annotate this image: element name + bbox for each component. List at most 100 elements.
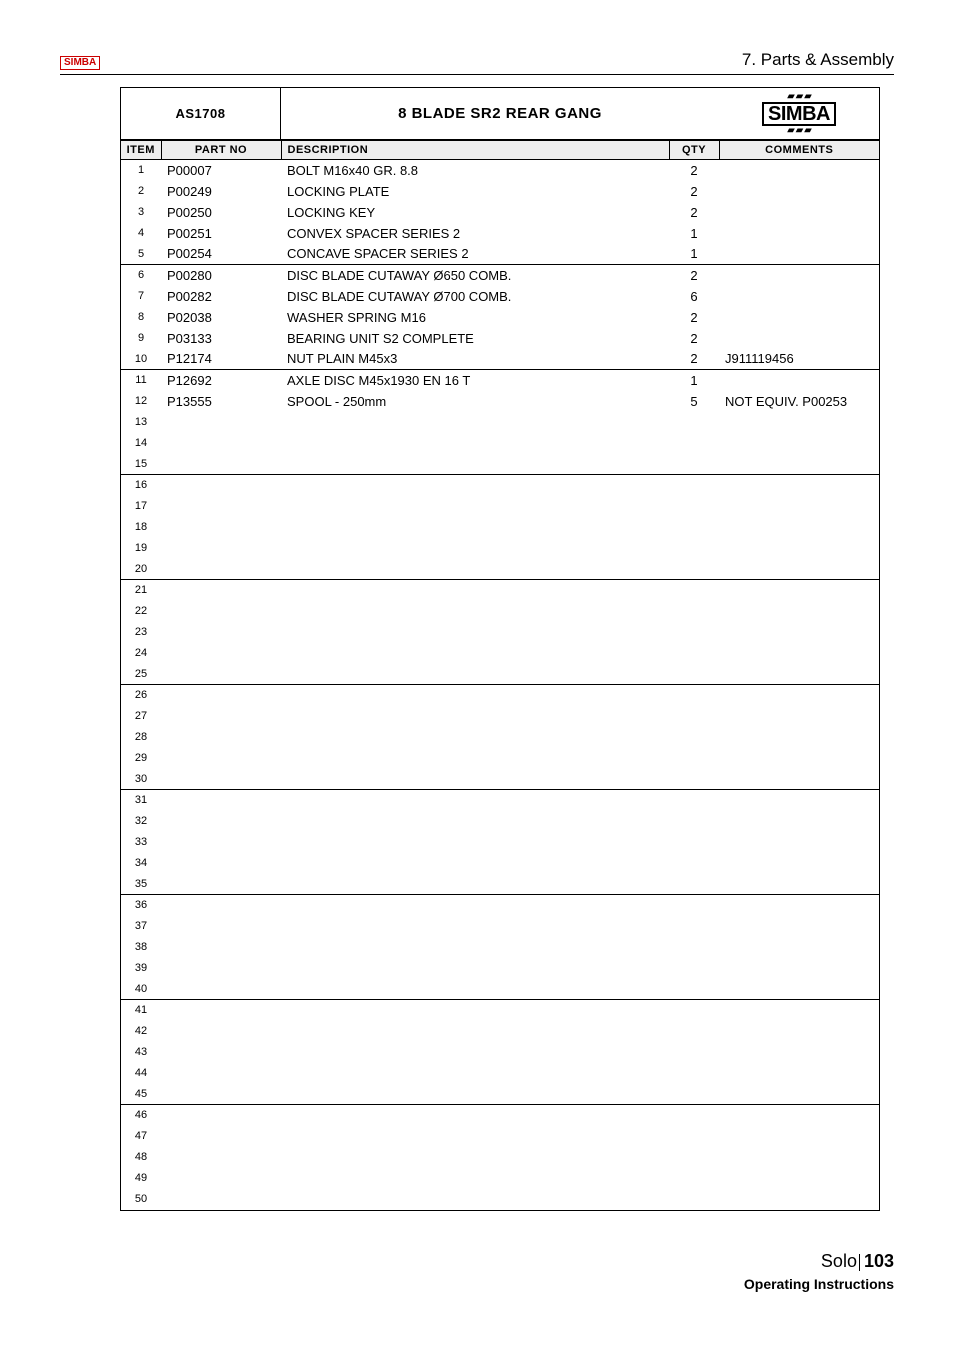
assembly-title-cell: 8 BLADE SR2 REAR GANG [281,88,719,139]
qty-cell: 1 [669,223,719,244]
comm-cell [719,370,879,391]
table-row: 20 [121,559,879,580]
comm-cell [719,433,879,454]
comm-cell [719,307,879,328]
desc-cell [281,412,669,433]
page-header: SIMBA 7. Parts & Assembly [60,50,894,75]
qty-cell [669,727,719,748]
comm-cell [719,475,879,496]
table-row: 28 [121,727,879,748]
item-cell: 44 [121,1063,161,1084]
qty-cell: 1 [669,370,719,391]
desc-cell: BEARING UNIT S2 COMPLETE [281,328,669,349]
qty-cell [669,580,719,601]
qty-cell [669,643,719,664]
col-comm: COMMENTS [719,141,879,160]
table-row: 12P13555SPOOL - 250mm5NOT EQUIV. P00253 [121,391,879,412]
part-cell [161,874,281,895]
desc-cell [281,1147,669,1168]
comm-cell [719,1042,879,1063]
comm-cell [719,223,879,244]
table-row: 4P00251CONVEX SPACER SERIES 21 [121,223,879,244]
table-row: 19 [121,538,879,559]
table-row: 15 [121,454,879,475]
item-cell: 4 [121,223,161,244]
item-cell: 33 [121,832,161,853]
table-row: 17 [121,496,879,517]
item-cell: 29 [121,748,161,769]
comm-cell [719,244,879,265]
comm-cell [719,811,879,832]
desc-cell: DISC BLADE CUTAWAY Ø700 COMB. [281,286,669,307]
comm-cell [719,517,879,538]
item-cell: 49 [121,1168,161,1189]
comm-cell [719,454,879,475]
part-cell [161,1105,281,1126]
part-cell [161,1042,281,1063]
comm-cell [719,160,879,181]
table-row: 8P02038WASHER SPRING M162 [121,307,879,328]
qty-cell [669,832,719,853]
comm-cell [719,202,879,223]
item-cell: 30 [121,769,161,790]
part-cell [161,433,281,454]
comm-cell [719,664,879,685]
table-row: 32 [121,811,879,832]
item-cell: 26 [121,685,161,706]
table-row: 26 [121,685,879,706]
footer-page-number: 103 [864,1251,894,1271]
part-cell [161,685,281,706]
qty-cell [669,496,719,517]
item-cell: 25 [121,664,161,685]
desc-cell [281,874,669,895]
desc-cell [281,1084,669,1105]
desc-cell [281,1189,669,1210]
item-cell: 6 [121,265,161,286]
qty-cell: 2 [669,181,719,202]
part-cell [161,1168,281,1189]
qty-cell [669,1189,719,1210]
comm-cell: NOT EQUIV. P00253 [719,391,879,412]
item-cell: 18 [121,517,161,538]
desc-cell: LOCKING PLATE [281,181,669,202]
comm-cell [719,1000,879,1021]
header-logo: SIMBA [60,56,100,70]
desc-cell [281,811,669,832]
table-row: 37 [121,916,879,937]
item-cell: 8 [121,307,161,328]
table-row: 42 [121,1021,879,1042]
item-cell: 5 [121,244,161,265]
qty-cell: 6 [669,286,719,307]
comm-cell [719,685,879,706]
table-row: 1P00007BOLT M16x40 GR. 8.82 [121,160,879,181]
desc-cell [281,538,669,559]
table-row: 7P00282DISC BLADE CUTAWAY Ø700 COMB.6 [121,286,879,307]
item-cell: 42 [121,1021,161,1042]
desc-cell [281,433,669,454]
desc-cell: BOLT M16x40 GR. 8.8 [281,160,669,181]
comm-cell [719,916,879,937]
qty-cell [669,706,719,727]
part-cell [161,643,281,664]
desc-cell: AXLE DISC M45x1930 EN 16 T [281,370,669,391]
comm-cell [719,328,879,349]
desc-cell [281,685,669,706]
comm-cell [719,580,879,601]
part-cell [161,937,281,958]
comm-cell [719,958,879,979]
comm-cell [719,622,879,643]
item-cell: 37 [121,916,161,937]
table-row: 27 [121,706,879,727]
desc-cell [281,475,669,496]
part-cell [161,517,281,538]
item-cell: 22 [121,601,161,622]
part-cell: P13555 [161,391,281,412]
qty-cell [669,811,719,832]
desc-cell [281,1063,669,1084]
item-cell: 1 [121,160,161,181]
part-cell [161,1189,281,1210]
qty-cell [669,1000,719,1021]
table-row: 47 [121,1126,879,1147]
comm-cell [719,1147,879,1168]
part-cell [161,1084,281,1105]
